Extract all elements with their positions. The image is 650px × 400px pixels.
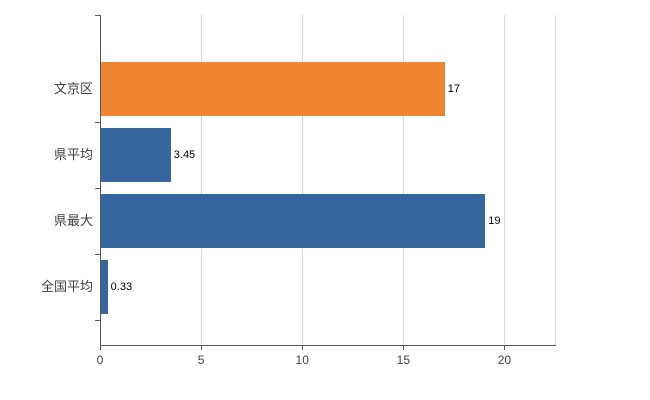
x-axis-tick-label: 15 xyxy=(396,353,411,367)
bar xyxy=(101,194,486,248)
x-axis-tick-label: 0 xyxy=(96,353,104,367)
bar xyxy=(101,260,108,314)
y-axis-tick xyxy=(95,122,100,123)
x-axis-tick xyxy=(302,345,304,350)
bar xyxy=(101,128,171,182)
x-axis-tick-label: 10 xyxy=(295,353,309,367)
gridline xyxy=(201,15,203,345)
category-label: 県最大 xyxy=(53,213,93,228)
gridline xyxy=(403,15,405,345)
x-axis-tick xyxy=(403,345,405,350)
x-axis-tick xyxy=(504,345,506,350)
bar xyxy=(101,62,445,116)
value-label: 19 xyxy=(488,215,501,227)
y-axis-tick xyxy=(95,254,100,255)
x-axis-tick xyxy=(100,345,101,350)
y-axis-tick xyxy=(95,15,100,16)
value-label: 17 xyxy=(447,83,461,95)
gridline xyxy=(302,15,304,345)
category-label: 文京区 xyxy=(53,81,93,96)
x-axis-tick xyxy=(201,345,203,350)
plot-right-border xyxy=(555,15,556,345)
x-axis-tick-label: 20 xyxy=(497,353,512,367)
value-label: 3.45 xyxy=(173,149,196,161)
value-label: 0.33 xyxy=(110,281,133,293)
gridline xyxy=(504,15,506,345)
y-axis-tick xyxy=(95,188,100,189)
category-label: 県平均 xyxy=(53,147,93,162)
category-label: 全国平均 xyxy=(40,279,93,294)
x-axis-tick-label: 5 xyxy=(197,353,205,367)
y-axis-tick xyxy=(95,320,100,321)
plot-area xyxy=(100,15,556,346)
